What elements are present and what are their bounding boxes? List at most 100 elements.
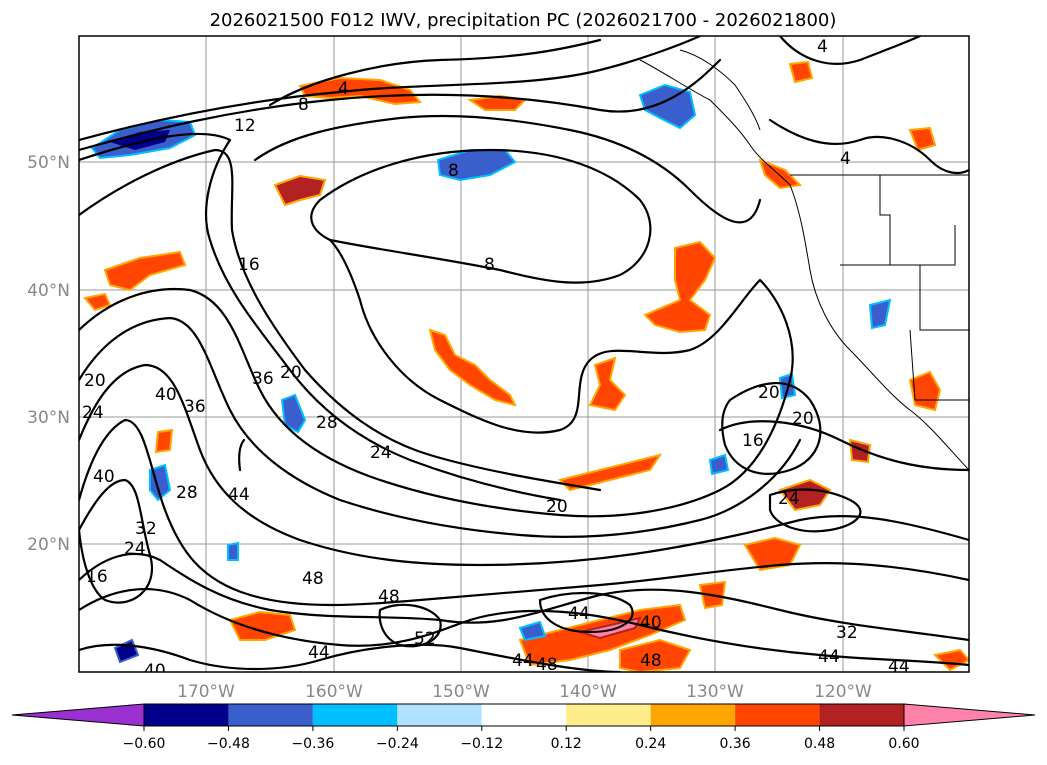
contour-label: 8	[448, 161, 459, 181]
contour-label: 44	[308, 643, 330, 663]
iwv-contour	[79, 316, 802, 538]
lon-label: 150°W	[432, 682, 490, 702]
contour-label: 24	[778, 489, 800, 509]
contour-label: 4	[817, 37, 828, 57]
precip-negative-areas	[90, 83, 892, 664]
precip-patch	[273, 174, 327, 207]
longitude-labels: 170°W 160°W 150°W 140°W 130°W 120°W	[177, 682, 872, 702]
iwv-contour	[79, 58, 722, 152]
contour-label: 44	[512, 651, 534, 671]
contour-label: 20	[792, 409, 814, 429]
iwv-contour	[79, 552, 969, 642]
colorbar: −0.60 −0.48 −0.36 −0.24 −0.12 0.12 0.24 0.36 0.4…	[11, 703, 1036, 752]
contour-label: 44	[818, 647, 840, 667]
contour-label: 40	[93, 467, 115, 487]
coastline	[639, 59, 969, 471]
contour-label: 36	[184, 397, 206, 417]
colorbar-tick-label: −0.60	[123, 736, 166, 752]
precip-patch	[619, 638, 692, 672]
precip-patch	[149, 463, 172, 502]
colorbar-segment	[735, 704, 820, 726]
iwv-contour	[79, 36, 702, 142]
colorbar-segment	[566, 704, 651, 726]
iwv-contour	[378, 603, 442, 648]
contour-label: 52	[414, 629, 436, 649]
colorbar-tick-label: 0.12	[551, 736, 582, 752]
precip-patch	[638, 83, 697, 130]
colorbar-tick-label: 0.60	[888, 736, 919, 752]
contour-label: 44	[888, 657, 910, 677]
colorbar-tick-label: −0.36	[291, 736, 334, 752]
contour-label: 8	[298, 95, 309, 115]
precip-patch	[428, 328, 517, 407]
contour-label: 28	[176, 483, 198, 503]
colorbar-segment	[312, 704, 398, 726]
contour-label: 40	[155, 385, 177, 405]
iwv-contour	[538, 592, 634, 634]
contour-label: 4	[840, 149, 851, 169]
iwv-contour	[718, 420, 969, 472]
colorbar-extend-low	[11, 703, 145, 727]
contour-label: 4	[338, 79, 349, 99]
contour-label: 12	[234, 116, 256, 136]
precip-patch	[848, 438, 872, 464]
colorbar-segment	[481, 704, 567, 726]
iwv-contour	[79, 363, 969, 567]
iwv-contour	[79, 132, 562, 502]
iwv-contour	[310, 148, 652, 284]
latitude-labels: 50°N 40°N 30°N 20°N	[27, 153, 70, 555]
precip-patch	[778, 478, 832, 512]
contour-label: 20	[546, 497, 568, 517]
border	[840, 264, 969, 331]
lon-label: 140°W	[559, 682, 617, 702]
colorbar-tick-label: −0.48	[207, 736, 250, 752]
iwv-contour	[268, 38, 602, 107]
colorbar-tick-label: −0.12	[460, 736, 503, 752]
lat-label: 30°N	[27, 408, 70, 428]
contour-label: 36	[252, 369, 274, 389]
precip-patch	[743, 536, 802, 572]
precip-positive-areas	[83, 60, 969, 672]
colorbar-outline	[143, 703, 905, 727]
contour-label: 16	[86, 567, 108, 587]
contour-label: 8	[484, 255, 495, 275]
contour-label: 16	[742, 431, 764, 451]
precip-patch	[227, 541, 239, 561]
colorbar-segment	[144, 704, 229, 726]
map-panel: 4 8 12 8 8 4 4 16 20 36 28 24 40 36 20 2…	[79, 36, 969, 677]
border	[879, 175, 956, 266]
precip-patch	[103, 250, 187, 292]
colorbar-tick-label: 0.36	[720, 736, 751, 752]
colorbar-tick-label: 0.24	[635, 736, 666, 752]
lon-label: 130°W	[686, 682, 744, 702]
contour-label: 48	[302, 569, 324, 589]
contour-label: 48	[536, 655, 558, 675]
iwv-contour	[778, 36, 922, 65]
contour-label: 40	[640, 613, 662, 633]
contour-label: 20	[280, 363, 302, 383]
lat-label: 20°N	[27, 535, 70, 555]
iwv-contour	[768, 118, 969, 175]
iwv-contour	[79, 478, 153, 604]
contour-label: 24	[124, 539, 146, 559]
colorbar-extend-high	[903, 703, 1036, 727]
lon-label: 120°W	[814, 682, 872, 702]
precip-patch	[932, 648, 969, 672]
iwv-contour	[721, 382, 822, 475]
iwv-contour	[768, 488, 862, 533]
iwv-contour	[79, 588, 969, 667]
precip-patch	[83, 292, 112, 312]
colorbar-tick-label: 0.48	[804, 736, 835, 752]
precip-patch	[228, 610, 297, 641]
lon-label: 170°W	[177, 682, 235, 702]
iwv-contour	[253, 114, 762, 224]
lon-label: 160°W	[305, 682, 363, 702]
precip-patch	[280, 393, 307, 434]
precip-patch	[868, 298, 892, 330]
precip-patch	[708, 453, 730, 476]
coastlines	[639, 49, 969, 471]
contour-labels: 4 8 12 8 8 4 4 16 20 36 28 24 40 36 20 2…	[82, 37, 910, 677]
lat-label: 50°N	[27, 153, 70, 173]
precip-patch	[908, 126, 937, 152]
